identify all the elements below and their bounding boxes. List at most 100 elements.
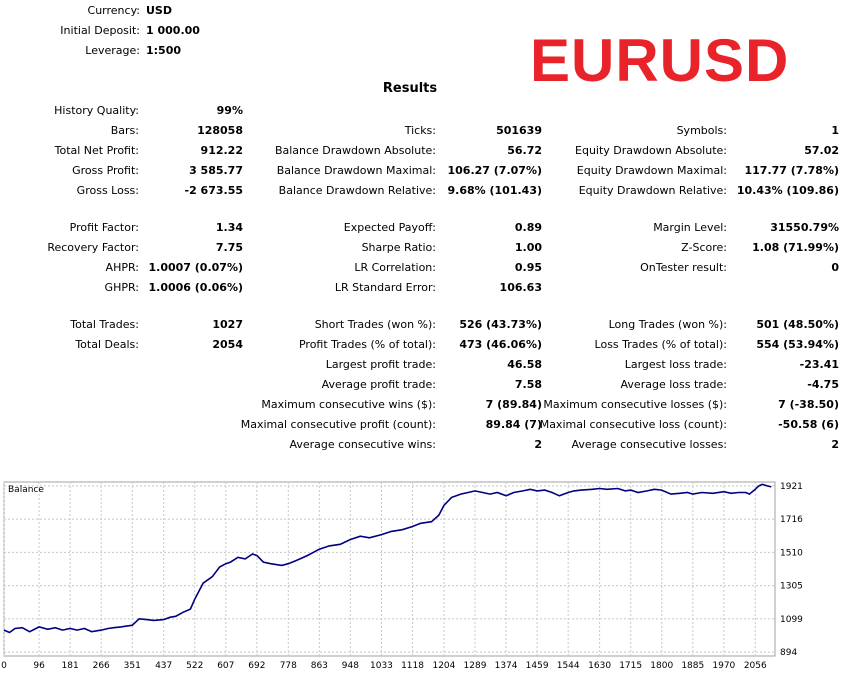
x-tick-label: 1970 bbox=[712, 661, 735, 671]
balance-drawdown-absolute-label: Balance Drawdown Absolute: bbox=[274, 144, 436, 157]
y-tick-label: 1510 bbox=[780, 548, 803, 558]
x-tick-label: 1289 bbox=[464, 661, 487, 671]
y-tick-label: 1305 bbox=[780, 582, 803, 592]
balance-line bbox=[3, 483, 772, 634]
equity-drawdown-maximal-value: 117.77 (7.78%) bbox=[744, 164, 840, 177]
history-quality-value: 99% bbox=[216, 104, 243, 117]
y-tick-label: 1099 bbox=[780, 615, 803, 625]
x-tick-label: 1885 bbox=[681, 661, 704, 671]
largest-profit-trade-label: Largest profit trade: bbox=[325, 358, 436, 371]
total-trades-label: Total Trades: bbox=[70, 318, 139, 331]
equity-drawdown-absolute-value: 57.02 bbox=[804, 144, 839, 157]
expected-payoff-label: Expected Payoff: bbox=[343, 221, 436, 234]
ghpr-label: GHPR: bbox=[104, 281, 139, 294]
equity-drawdown-absolute-label: Equity Drawdown Absolute: bbox=[575, 144, 727, 157]
x-tick-label: 266 bbox=[93, 661, 110, 671]
leverage-value: 1:500 bbox=[146, 44, 182, 57]
z-score-label: Z-Score: bbox=[681, 241, 727, 254]
x-tick-label: 1459 bbox=[526, 661, 549, 671]
profit-trades-value: 473 (46.06%) bbox=[459, 338, 542, 351]
x-tick-label: 1033 bbox=[370, 661, 393, 671]
z-score-value: 1.08 (71.99%) bbox=[752, 241, 839, 254]
balance-drawdown-maximal-value: 106.27 (7.07%) bbox=[447, 164, 543, 177]
ontester-result-value: 0 bbox=[831, 261, 839, 274]
max-consecutive-wins-label: Maximum consecutive wins ($): bbox=[261, 398, 436, 411]
profit-factor-value: 1.34 bbox=[215, 221, 243, 234]
max-consecutive-wins-value: 7 (89.84) bbox=[485, 398, 542, 411]
sharpe-ratio-value: 1.00 bbox=[514, 241, 542, 254]
ticks-label: Ticks: bbox=[404, 124, 436, 137]
total-net-profit-value: 912.22 bbox=[200, 144, 243, 157]
x-tick-label: 692 bbox=[248, 661, 265, 671]
x-tick-label: 778 bbox=[280, 661, 297, 671]
lr-correlation-value: 0.95 bbox=[514, 261, 542, 274]
balance-drawdown-relative-label: Balance Drawdown Relative: bbox=[278, 184, 436, 197]
x-tick-label: 863 bbox=[311, 661, 328, 671]
y-tick-label: 894 bbox=[780, 648, 797, 658]
x-tick-label: 1118 bbox=[401, 661, 424, 671]
ontester-result-label: OnTester result: bbox=[640, 261, 727, 274]
balance-drawdown-maximal-label: Balance Drawdown Maximal: bbox=[276, 164, 436, 177]
max-consecutive-losses-value: 7 (-38.50) bbox=[778, 398, 839, 411]
ghpr-value: 1.0006 (0.06%) bbox=[148, 281, 244, 294]
symbol-title: EURUSD bbox=[530, 27, 790, 94]
x-tick-label: 351 bbox=[124, 661, 141, 671]
maximal-consecutive-profit-label: Maximal consecutive profit (count): bbox=[240, 418, 436, 431]
x-tick-label: 948 bbox=[342, 661, 359, 671]
total-deals-label: Total Deals: bbox=[75, 338, 139, 351]
largest-loss-trade-value: -23.41 bbox=[799, 358, 839, 371]
balance-drawdown-absolute-value: 56.72 bbox=[507, 144, 542, 157]
balance-chart: 0 96 181 266 351 437 522 607 692 778 863 948 1033 111… bbox=[1, 481, 803, 671]
y-tick-label: 1716 bbox=[780, 515, 803, 525]
initial-deposit-label: Initial Deposit: bbox=[60, 24, 140, 37]
x-tick-label: 1630 bbox=[588, 661, 611, 671]
ahpr-value: 1.0007 (0.07%) bbox=[148, 261, 244, 274]
results-title: Results bbox=[382, 81, 438, 96]
equity-drawdown-relative-value: 10.43% (109.86) bbox=[736, 184, 839, 197]
average-profit-trade-label: Average profit trade: bbox=[321, 378, 436, 391]
recovery-factor-value: 7.75 bbox=[215, 241, 243, 254]
total-deals-value: 2054 bbox=[212, 338, 243, 351]
max-consecutive-losses-label: Maximum consecutive losses ($): bbox=[543, 398, 727, 411]
x-tick-label: 1800 bbox=[650, 661, 673, 671]
sharpe-ratio-label: Sharpe Ratio: bbox=[361, 241, 436, 254]
x-tick-label: 0 bbox=[1, 661, 7, 671]
x-tick-label: 1715 bbox=[619, 661, 642, 671]
lr-standard-error-label: LR Standard Error: bbox=[334, 281, 436, 294]
x-tick-label: 522 bbox=[186, 661, 203, 671]
bars-label: Bars: bbox=[110, 124, 139, 137]
gross-profit-value: 3 585.77 bbox=[189, 164, 243, 177]
x-tick-label: 2056 bbox=[744, 661, 767, 671]
initial-deposit-value: 1 000.00 bbox=[146, 24, 200, 37]
margin-level-label: Margin Level: bbox=[653, 221, 727, 234]
average-loss-trade-label: Average loss trade: bbox=[620, 378, 727, 391]
average-consecutive-losses-value: 2 bbox=[831, 438, 839, 451]
leverage-label: Leverage: bbox=[85, 44, 140, 57]
maximal-consecutive-loss-label: Maximal consecutive loss (count): bbox=[539, 418, 727, 431]
average-consecutive-wins-label: Average consecutive wins: bbox=[289, 438, 436, 451]
x-tick-label: 1374 bbox=[495, 661, 518, 671]
symbols-label: Symbols: bbox=[676, 124, 727, 137]
largest-loss-trade-label: Largest loss trade: bbox=[624, 358, 727, 371]
bars-value: 128058 bbox=[197, 124, 243, 137]
largest-profit-trade-value: 46.58 bbox=[507, 358, 542, 371]
short-trades-label: Short Trades (won %): bbox=[314, 318, 436, 331]
total-trades-value: 1027 bbox=[212, 318, 243, 331]
margin-level-value: 31550.79% bbox=[770, 221, 839, 234]
loss-trades-label: Loss Trades (% of total): bbox=[594, 338, 727, 351]
chart-frame bbox=[3, 481, 776, 657]
long-trades-value: 501 (48.50%) bbox=[756, 318, 839, 331]
total-net-profit-label: Total Net Profit: bbox=[54, 144, 139, 157]
y-tick-label: 1921 bbox=[780, 482, 803, 492]
average-consecutive-losses-label: Average consecutive losses: bbox=[571, 438, 727, 451]
gross-profit-label: Gross Profit: bbox=[72, 164, 139, 177]
ahpr-label: AHPR: bbox=[105, 261, 139, 274]
history-quality-label: History Quality: bbox=[54, 104, 139, 117]
profit-factor-label: Profit Factor: bbox=[69, 221, 139, 234]
balance-chart-panel: 0 96 181 266 351 437 522 607 692 778 863 948 1033 111… bbox=[0, 478, 854, 674]
average-loss-trade-value: -4.75 bbox=[807, 378, 839, 391]
x-tick-label: 181 bbox=[62, 661, 79, 671]
x-tick-label: 96 bbox=[33, 661, 45, 671]
average-profit-trade-value: 7.58 bbox=[514, 378, 542, 391]
x-tick-label: 1544 bbox=[557, 661, 580, 671]
